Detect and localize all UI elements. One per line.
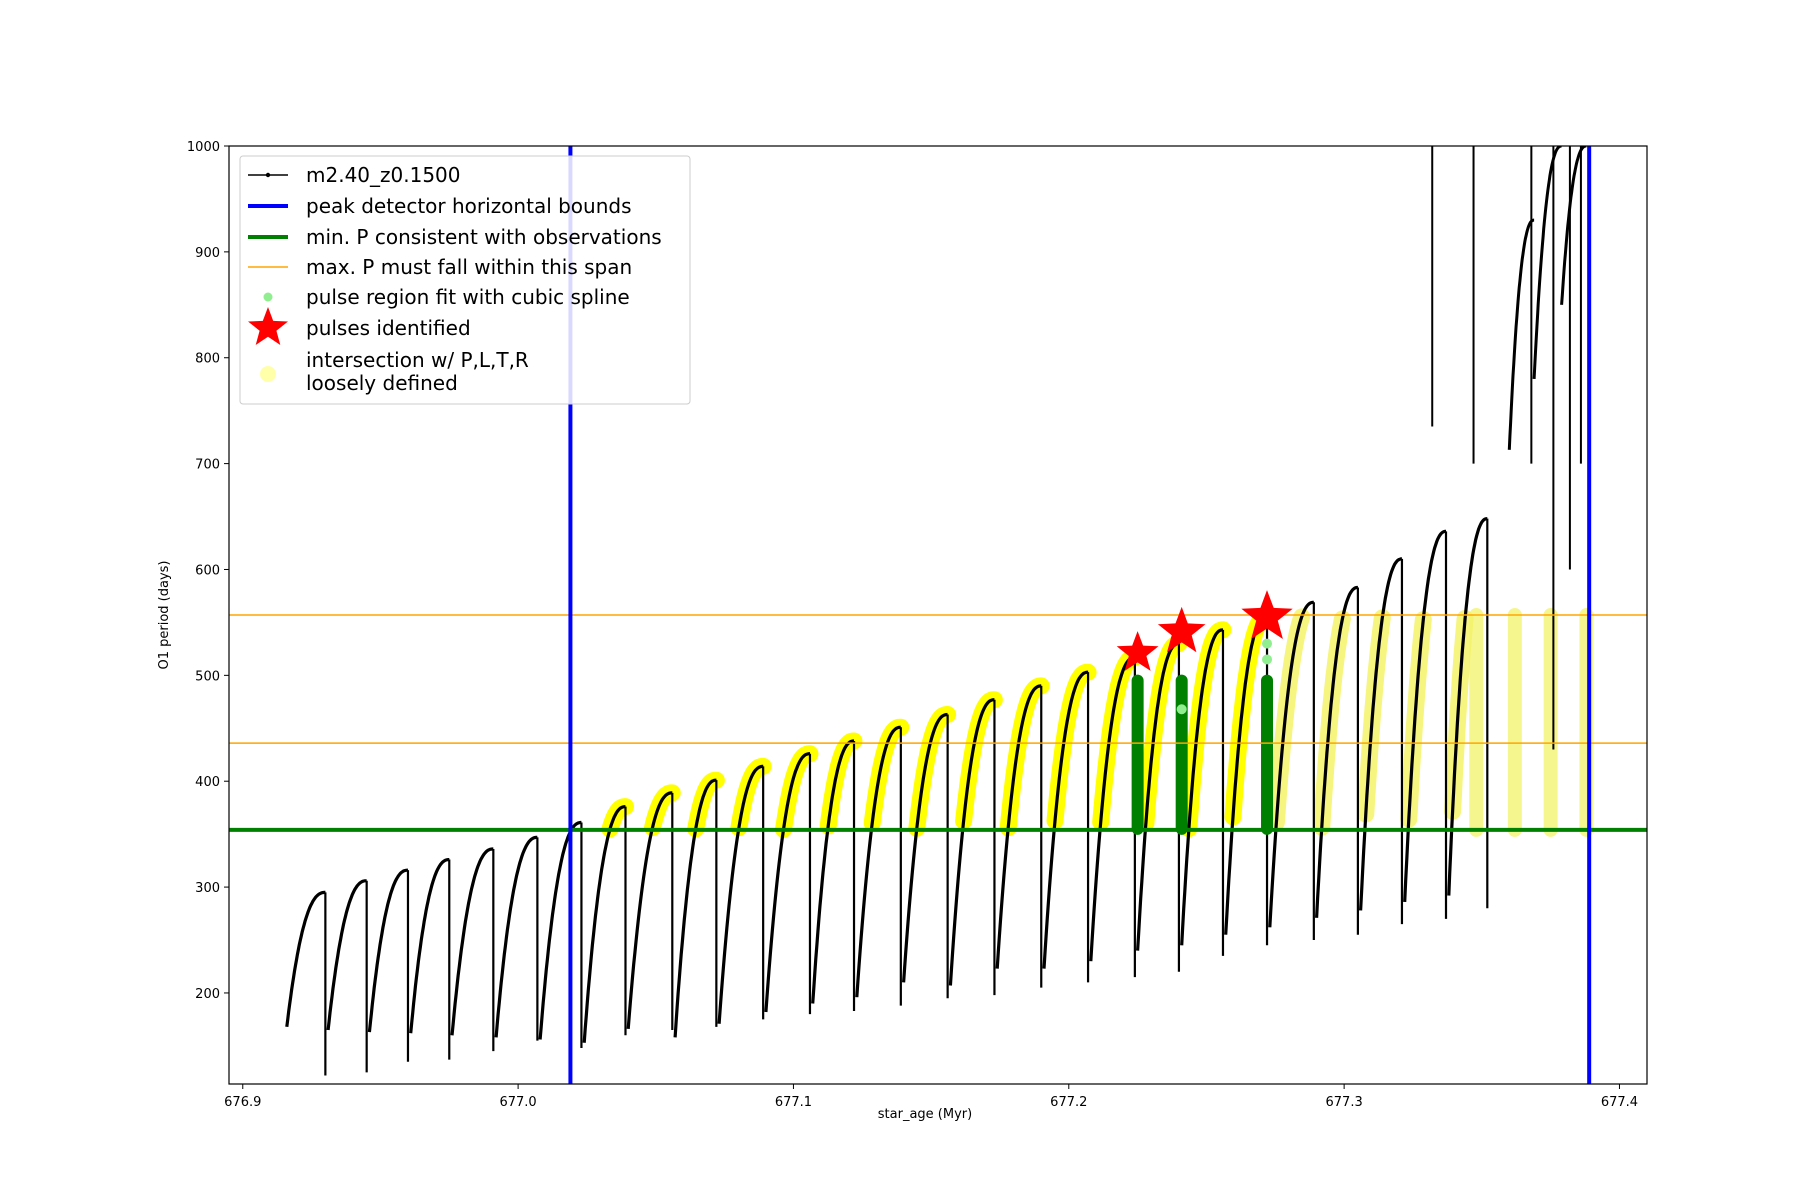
spline-point [1262, 654, 1273, 665]
x-tick-label: 676.9 [224, 1095, 261, 1110]
pulse-star [1241, 590, 1293, 639]
track-late-curve [1560, 146, 1587, 305]
legend-swatch [260, 366, 276, 382]
legend-item: pulse region fit with cubic spline [263, 285, 630, 309]
y-axis-label: O1 period (days) [157, 560, 172, 669]
pulse-stars [1116, 590, 1293, 671]
legend-label: loosely defined [306, 371, 458, 395]
pulse-star [1157, 606, 1206, 653]
x-tick-label: 677.1 [775, 1095, 812, 1110]
y-tick-label: 300 [195, 881, 220, 896]
x-tick-label: 677.4 [1601, 1095, 1638, 1110]
legend-item: peak detector horizontal bounds [248, 194, 632, 218]
y-tick-label: 400 [195, 775, 220, 790]
track-pulse [1447, 517, 1488, 896]
y-tick-label: 200 [195, 987, 220, 1002]
axes-frame [228, 145, 1648, 1085]
legend-swatch [248, 307, 288, 345]
track-pulse [995, 684, 1042, 969]
track-pulse [717, 764, 764, 1024]
y-tick-label: 900 [195, 246, 220, 261]
track-pulse [948, 698, 995, 986]
spline-point [1262, 638, 1273, 649]
y-tick-label: 700 [195, 458, 220, 473]
track-pulse [1315, 585, 1358, 918]
legend-item: max. P must fall within this span [248, 255, 632, 279]
track-pulse [1359, 557, 1402, 911]
spline-point [1176, 704, 1187, 715]
track-pulse [409, 858, 450, 1034]
track-pulse [902, 712, 948, 983]
track-pulse [1403, 529, 1446, 902]
y-tick-label: 1000 [187, 140, 220, 155]
x-axis-label: star_age (Myr) [878, 1107, 972, 1122]
pulse-star [1116, 631, 1159, 671]
legend-item: pulses identified [248, 307, 471, 345]
legend-box [239, 155, 691, 405]
plot-area [229, 146, 1647, 1084]
track-pulse [285, 890, 326, 1028]
y-tick-label: 500 [195, 669, 220, 684]
pulse-columns [1131, 638, 1274, 835]
track-pulse [764, 752, 810, 1013]
legend-label: pulses identified [306, 316, 471, 340]
track-pulse [367, 868, 409, 1033]
track-pulse [450, 847, 494, 1036]
legend-marker [265, 172, 271, 178]
legend-swatch [263, 292, 273, 302]
x-tick-label: 677.0 [499, 1095, 536, 1110]
x-tick-label: 677.2 [1050, 1095, 1087, 1110]
track-pulse [626, 791, 673, 1030]
axes: 676.9 677.0 677.1 677.2 677.3 677.4 200 300 400 5… [187, 140, 1648, 1110]
legend-label: intersection w/ P,L,T,R [306, 348, 529, 372]
track-late-curve [1532, 146, 1562, 379]
track-series [285, 146, 1587, 1076]
track-pulse [326, 879, 367, 1031]
legend-label: max. P must fall within this span [306, 255, 632, 279]
track-pulse [1042, 670, 1089, 969]
legend-item: min. P consistent with observations [248, 225, 662, 249]
legend-label: peak detector horizontal bounds [306, 194, 632, 218]
track-late-curve [1507, 218, 1535, 450]
legend-label: min. P consistent with observations [306, 225, 662, 249]
track-pulse [1268, 600, 1314, 928]
intersection-series [601, 607, 1594, 838]
legend-label: m2.40_z0.1500 [306, 163, 461, 187]
track-pulse [811, 739, 854, 1004]
track-pulse [538, 820, 582, 1040]
track-pulse [582, 805, 626, 1043]
track-pulse [1180, 628, 1224, 946]
legend-item: m2.40_z0.1500 [248, 163, 461, 187]
y-tick-label: 800 [195, 352, 220, 367]
track-pulse [494, 835, 538, 1038]
track-pulse [855, 725, 901, 998]
x-tick-label: 677.3 [1326, 1095, 1363, 1110]
legend-label: pulse region fit with cubic spline [306, 285, 630, 309]
y-tick-label: 600 [195, 563, 220, 578]
